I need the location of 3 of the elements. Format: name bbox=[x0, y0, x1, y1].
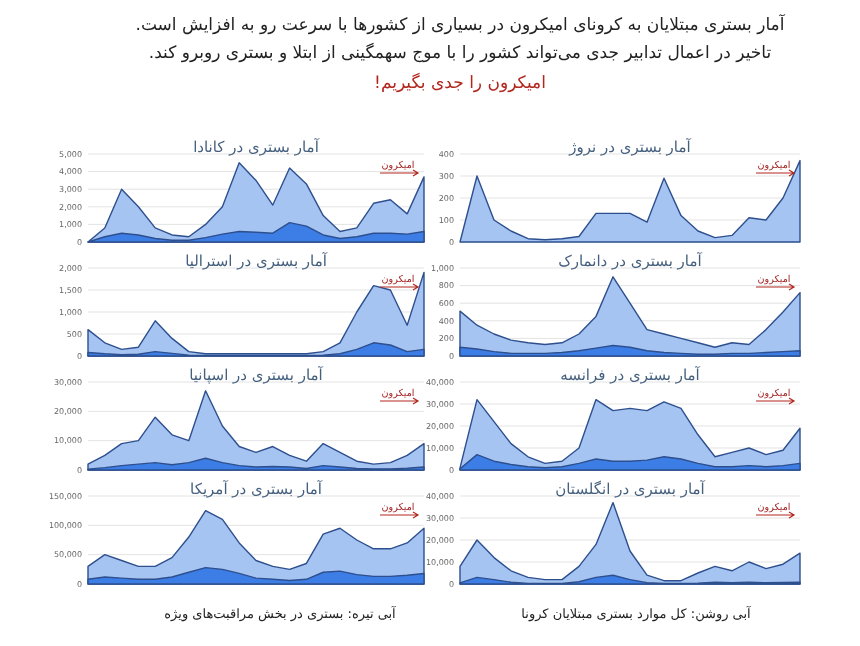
text: تاخیر در اعمال تدابیر جدی می‌تواند کشور را با موج سهمگینی از ابتلا و بستری روبرو کند. bbox=[148, 42, 773, 64]
text: امیکرون را جدی بگیریم! bbox=[374, 72, 546, 94]
text: آمار بستری مبتلایان به کرونای امیکرون در بسیاری از کشورها با سرعت رو به افزایش است. bbox=[135, 14, 786, 36]
